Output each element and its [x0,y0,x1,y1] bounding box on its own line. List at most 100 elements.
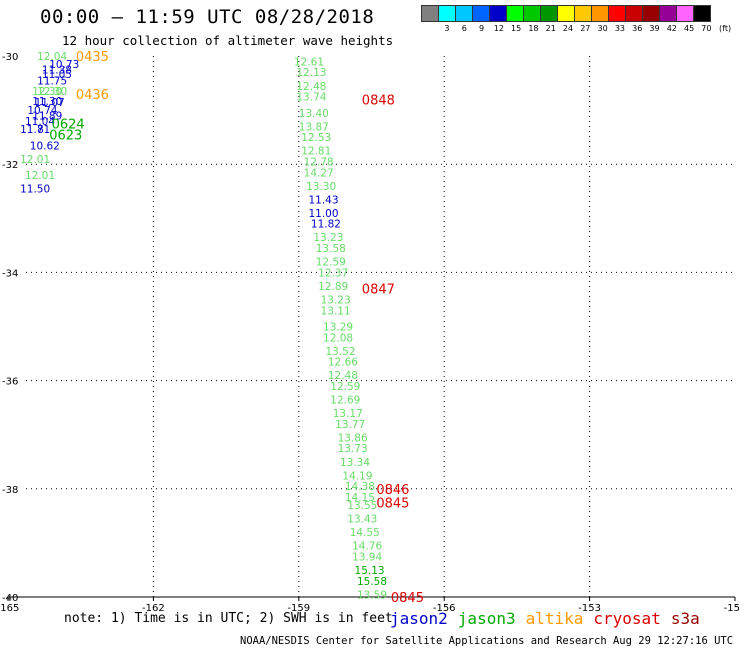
wave-height-label: 10.62 [30,140,60,152]
wave-height-label: 12.69 [330,395,360,407]
color-scale-label: 21 [545,24,556,33]
color-scale-label: 45 [684,24,695,33]
wave-height-label: 13.34 [340,457,370,469]
wave-height-label: 13.52 [325,346,355,358]
wave-height-label: 13.17 [333,408,363,420]
wave-height-label: 11.04 [25,116,55,128]
y-tick-label: -32 [2,160,18,171]
wave-height-label: 10.74 [27,105,57,117]
wave-height-label: 15.58 [357,576,387,588]
chart-subtitle: 12 hour collection of altimeter wave hei… [62,33,394,48]
wave-height-label: 12.04 [37,51,67,63]
color-scale-label: 30 [597,24,608,33]
color-scale-boxes [421,5,735,22]
wave-height-label: 14.38 [345,481,375,493]
wave-height-label: 11.05 [42,69,72,81]
x-tick-label: -156 [433,603,456,614]
wave-height-label: 12.53 [301,132,331,144]
wave-height-label: 13.94 [352,551,382,563]
color-scale-label: 36 [632,24,643,33]
wave-height-label: 12.01 [20,154,50,166]
wave-height-label: 11.89 [32,111,62,123]
color-scale-label: 9 [478,24,485,33]
wave-height-label: 11.82 [311,219,341,231]
wave-height-label: 12.30 [37,86,67,98]
time-label: 0623 [49,128,82,143]
wave-height-label: 15.13 [355,565,385,577]
wave-height-label: 12.13 [296,67,326,79]
wave-height-label: 12.89 [318,281,348,293]
wave-height-label: 8 [37,124,44,136]
time-label: 0846 [376,483,409,498]
wave-height-label: 12.66 [328,357,358,369]
y-tick-label: -36 [2,377,18,388]
wave-height-label: 13.74 [296,92,326,104]
time-label: 0845 [376,496,409,511]
wave-height-label: 14.76 [352,541,382,553]
color-scale-label: 42 [666,24,677,33]
footnote: note: 1) Time is in UTC; 2) SWH is in fe… [64,611,393,626]
wave-height-label: 11.30 [32,96,62,108]
x-tick-label: -159 [287,603,310,614]
wave-height-label: 13.86 [338,432,368,444]
wave-height-label: 12.01 [25,170,55,182]
wave-height-label: 13.77 [335,419,365,431]
wave-height-label: 10.73 [49,59,79,71]
color-scale-label: 33 [614,24,625,33]
wave-height-label: 12.48 [296,81,326,93]
wave-height-label: 13.55 [347,500,377,512]
wave-height-label: 11.07 [35,97,65,109]
wave-height-label: 13.59 [357,589,387,601]
color-scale-label: 18 [528,24,539,33]
wave-height-label: 11.71 [20,124,50,136]
wave-height-label: 12.81 [301,146,331,158]
wave-height-label: 13.73 [338,443,368,455]
wave-height-label: 12.30 [32,86,62,98]
wave-height-label: 14.15 [345,492,375,504]
color-scale-label: 24 [562,24,574,33]
wave-height-label: 14.27 [304,167,334,179]
time-label: 0845 [391,591,424,606]
chart-title: 00:00 – 11:59 UTC 08/28/2018 [40,6,375,28]
wave-height-label: 14.55 [350,527,380,539]
wave-height-label: 12.37 [318,267,348,279]
satellite-legend-s3a: s3a [670,609,700,628]
time-label: 0848 [362,93,395,108]
color-scale-label: 15 [511,24,522,33]
wave-height-label: 13.30 [306,181,336,193]
satellite-legend-cryosat: cryosat [593,609,661,628]
x-tick-label: -165 [0,603,19,614]
wave-height-label: 12.59 [316,257,346,269]
color-scale-box [693,5,711,22]
y-tick-label: -34 [2,268,18,279]
wave-height-label: 12.48 [328,370,358,382]
color-scale-label: 12 [493,24,504,33]
wave-height-label: 13.29 [323,322,353,334]
color-scale-label: 27 [580,24,591,33]
wave-height-label: 12.61 [294,56,324,68]
satellite-legend-jason3: jason3 [457,609,516,628]
wave-height-label: 12.59 [330,381,360,393]
color-scale-label: 3 [444,24,450,33]
time-label: 0435 [76,50,109,65]
satellite-legend-altika: altika [525,609,584,628]
satellite-legend: jason2 jason3 altika cryosat s3a [390,609,710,628]
wave-height-label: 13.58 [316,243,346,255]
x-tick-label: -153 [578,603,601,614]
color-scale-label: 39 [649,24,660,33]
color-scale-legend: 3 6 9 12 15 18 21 24 27 30 33 36 39 42 45 70 (ft) [421,5,735,33]
color-scale-labels: 3 6 9 12 15 18 21 24 27 30 33 36 39 42 45 70 (ft) [421,24,735,33]
wave-height-label: 13.40 [299,108,329,120]
time-label: 0624 [52,118,85,133]
wave-height-label: 11.50 [20,184,50,196]
satellite-legend-jason2: jason2 [390,609,448,628]
wave-height-label: 11.43 [308,194,338,206]
wave-height-label: 12.08 [323,332,353,344]
x-tick-label: -150 [724,603,740,614]
time-label: 0436 [76,88,109,103]
wave-height-label: 14.19 [342,470,372,482]
y-tick-label: -38 [2,485,18,496]
credit-line: NOAA/NESDIS Center for Satellite Applica… [240,635,740,647]
color-scale-label: 6 [461,24,467,33]
